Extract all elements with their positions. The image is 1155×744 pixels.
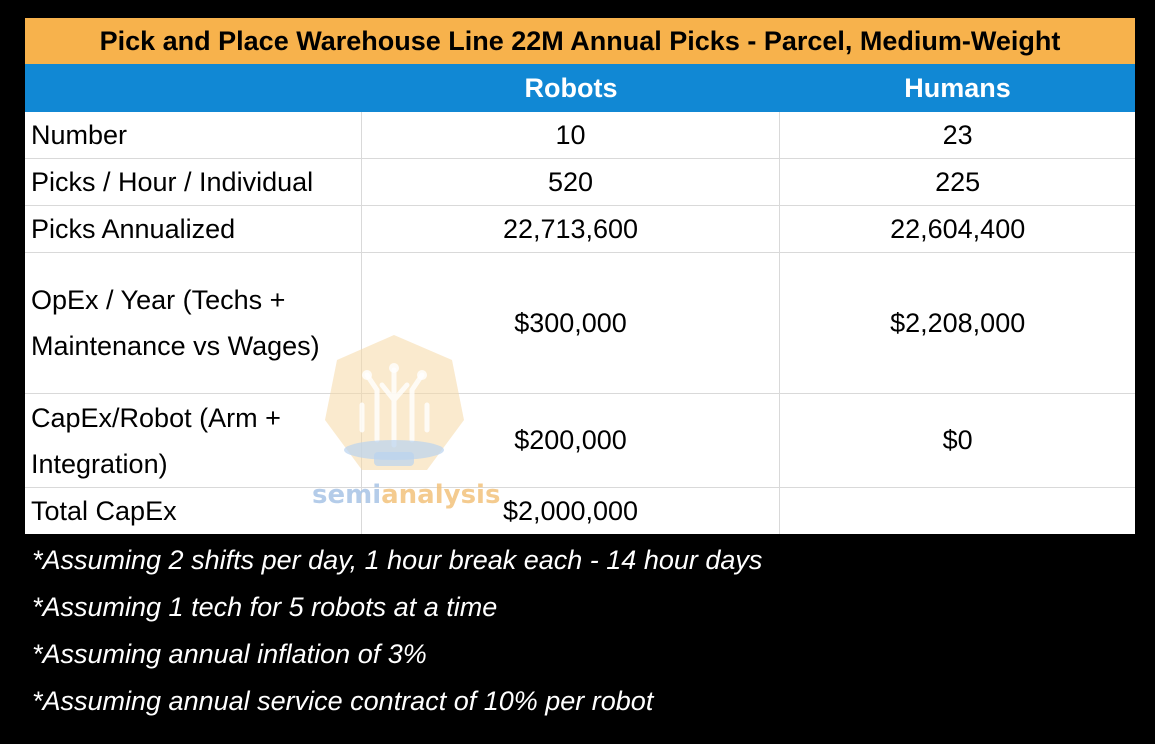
robots-value: $300,000	[362, 253, 781, 393]
table-row: CapEx/Robot (Arm + Integration) $200,000…	[25, 394, 1135, 488]
header-humans: Humans	[904, 72, 1011, 103]
row-label: Total CapEx	[25, 488, 362, 534]
table-row: Number 10 23	[25, 112, 1135, 159]
table-row: OpEx / Year (Techs + Maintenance vs Wage…	[25, 253, 1135, 394]
robots-value: $200,000	[362, 394, 781, 487]
humans-value: $0	[942, 425, 973, 455]
humans-value: $2,208,000	[890, 307, 1026, 338]
robots-value: 520	[362, 159, 781, 205]
header-robots: Robots	[524, 72, 618, 103]
note-item: *Assuming 1 tech for 5 robots at a time	[32, 592, 498, 622]
table-row: Total CapEx $2,000,000	[25, 488, 1135, 534]
robots-value: 10	[362, 112, 781, 158]
table-row: Picks / Hour / Individual 520 225	[25, 159, 1135, 206]
row-label: OpEx / Year (Techs + Maintenance vs Wage…	[25, 253, 362, 393]
humans-value	[780, 488, 1135, 534]
assumption-notes: *Assuming 2 shifts per day, 1 hour break…	[32, 537, 1122, 725]
row-label: Picks / Hour / Individual	[25, 159, 362, 205]
humans-value: 23	[942, 119, 973, 150]
row-label: Number	[25, 112, 362, 158]
note-item: *Assuming 2 shifts per day, 1 hour break…	[32, 545, 763, 575]
note-item: *Assuming annual service contract of 10%…	[32, 686, 654, 716]
note-item: *Assuming annual inflation of 3%	[32, 639, 427, 669]
header-blank	[25, 64, 362, 112]
humans-value: 22,604,400	[890, 213, 1026, 244]
header-row: Robots Humans	[25, 64, 1135, 112]
robots-value: 22,713,600	[362, 206, 781, 252]
comparison-table: Pick and Place Warehouse Line 22M Annual…	[25, 18, 1135, 534]
row-label: CapEx/Robot (Arm + Integration)	[25, 394, 362, 487]
humans-value: 225	[935, 166, 981, 197]
row-label: Picks Annualized	[25, 206, 362, 252]
table-row: Picks Annualized 22,713,600 22,604,400	[25, 206, 1135, 253]
table-title: Pick and Place Warehouse Line 22M Annual…	[25, 18, 1135, 64]
robots-value: $2,000,000	[362, 488, 781, 534]
